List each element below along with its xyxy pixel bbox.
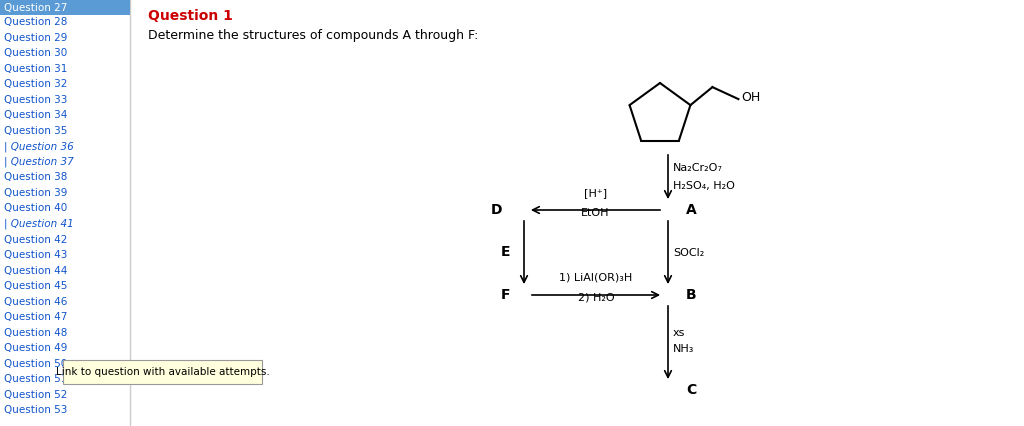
Text: 2) H₂O: 2) H₂O: [578, 293, 614, 303]
Text: Question 33: Question 33: [4, 95, 68, 105]
Text: Link to question with available attempts.: Link to question with available attempts…: [55, 367, 269, 377]
Text: OH: OH: [741, 91, 761, 104]
Text: Question 49: Question 49: [4, 343, 68, 353]
Text: NH₃: NH₃: [673, 345, 694, 354]
Text: Question 51: Question 51: [4, 374, 68, 384]
Text: D: D: [490, 203, 502, 217]
Text: [H⁺]: [H⁺]: [584, 188, 607, 198]
Text: Question 48: Question 48: [4, 328, 68, 338]
Text: Question 44: Question 44: [4, 266, 68, 276]
Text: A: A: [686, 203, 696, 217]
Text: Question 50: Question 50: [4, 359, 68, 369]
Text: Question 34: Question 34: [4, 110, 68, 120]
Text: Question 53: Question 53: [4, 406, 68, 415]
Text: Question 28: Question 28: [4, 17, 68, 27]
Text: | Question 37: | Question 37: [4, 157, 74, 167]
Text: C: C: [686, 383, 696, 397]
Text: Question 35: Question 35: [4, 126, 68, 136]
Text: | Question 41: | Question 41: [4, 219, 74, 229]
Text: Question 31: Question 31: [4, 63, 68, 74]
Text: E: E: [501, 245, 510, 259]
Text: SOCl₂: SOCl₂: [673, 248, 705, 257]
Text: xs: xs: [673, 328, 685, 339]
Text: Determine the structures of compounds A through F:: Determine the structures of compounds A …: [148, 29, 478, 41]
Text: EtOH: EtOH: [582, 208, 609, 218]
Text: Question 27: Question 27: [4, 3, 68, 12]
Text: Question 42: Question 42: [4, 235, 68, 245]
Text: Question 45: Question 45: [4, 281, 68, 291]
Text: Question 1: Question 1: [148, 9, 232, 23]
Text: Na₂Cr₂O₇: Na₂Cr₂O₇: [673, 163, 723, 173]
Text: Question 47: Question 47: [4, 312, 68, 322]
Text: B: B: [686, 288, 696, 302]
Text: Question 39: Question 39: [4, 188, 68, 198]
Text: Question 43: Question 43: [4, 250, 68, 260]
Text: Question 46: Question 46: [4, 296, 68, 307]
Text: Question 40: Question 40: [4, 204, 68, 213]
Text: | Question 36: | Question 36: [4, 141, 74, 152]
Bar: [0, 0, 130, 15]
Text: H₂SO₄, H₂O: H₂SO₄, H₂O: [673, 181, 735, 191]
Text: Question 30: Question 30: [4, 48, 68, 58]
Text: Question 52: Question 52: [4, 390, 68, 400]
Text: Question 38: Question 38: [4, 173, 68, 182]
Text: Question 32: Question 32: [4, 79, 68, 89]
Text: F: F: [501, 288, 510, 302]
FancyBboxPatch shape: [63, 360, 262, 384]
Text: Question 29: Question 29: [4, 32, 68, 43]
Text: 1) LiAl(OR)₃H: 1) LiAl(OR)₃H: [559, 273, 633, 283]
